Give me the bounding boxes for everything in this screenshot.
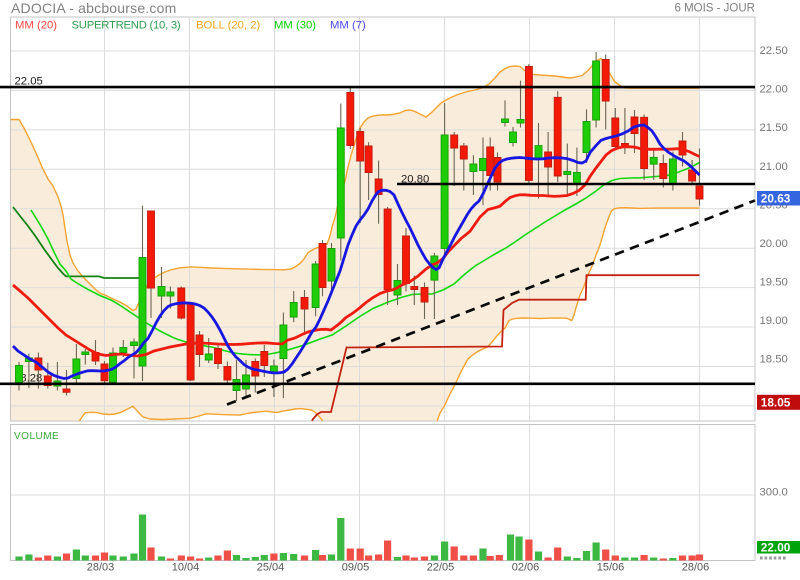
svg-text:10/04: 10/04 [172,562,200,574]
svg-text:02/06: 02/06 [512,562,540,574]
svg-text:28/06: 28/06 [682,562,710,574]
svg-text:22.05: 22.05 [15,75,43,87]
svg-text:VOLUME: VOLUME [14,431,59,442]
svg-text:ADOCIA - abcbourse.com: ADOCIA - abcbourse.com [11,0,176,16]
svg-text:MM (30): MM (30) [274,19,316,31]
svg-text:15/06: 15/06 [597,562,625,574]
svg-text:19.50: 19.50 [760,277,788,289]
svg-text:22.50: 22.50 [760,45,788,57]
svg-text:20.80: 20.80 [401,173,429,185]
svg-text:22/05: 22/05 [427,562,455,574]
svg-text:28/03: 28/03 [87,562,115,574]
svg-text:18.50: 18.50 [760,354,788,366]
svg-text:22.00: 22.00 [760,84,788,96]
svg-text:300.0: 300.0 [760,486,788,498]
svg-text:6 MOIS - JOUR: 6 MOIS - JOUR [674,3,755,15]
svg-text:SUPERTREND (10, 3): SUPERTREND (10, 3) [72,19,181,31]
svg-text:22.00: 22.00 [761,540,791,554]
svg-text:20.00: 20.00 [760,238,788,250]
svg-text:21.50: 21.50 [760,122,788,134]
svg-text:18.05: 18.05 [761,396,791,410]
svg-text:25/04: 25/04 [257,562,285,574]
svg-text:MM (7): MM (7) [330,19,366,31]
svg-text:BOLL (20, 2): BOLL (20, 2) [196,19,260,31]
svg-text:20.63: 20.63 [761,192,791,206]
svg-text:19.00: 19.00 [760,315,788,327]
svg-text:21.00: 21.00 [760,161,788,173]
svg-text:09/05: 09/05 [342,562,370,574]
svg-text:MM (20): MM (20) [15,19,57,31]
